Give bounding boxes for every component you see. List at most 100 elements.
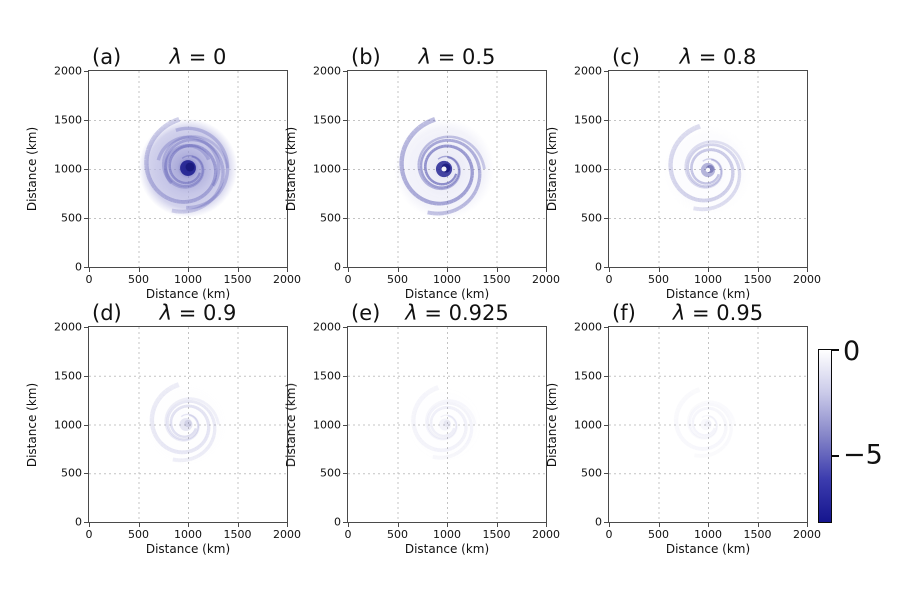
panel-d-letter: (d) [92, 301, 122, 325]
panel-a-plot-area: 0 500 1000 1500 2000 0 500 1000 1500 2000 [54, 65, 301, 287]
panel-e-plot-area: 0 500 1000 1500 2000 0 500 1000 1500 2000 [313, 321, 560, 542]
panel-b-plot-area: 0 500 1000 1500 2000 0 500 1000 1500 2000 [313, 65, 560, 287]
x-tick-mark [287, 268, 288, 272]
panel-c-x-axis-label: Distance (km) [665, 287, 751, 301]
colorbar-gradient [818, 349, 832, 523]
y-tick-mark [343, 327, 347, 328]
x-tick-mark [708, 523, 709, 527]
panel-c-spiral-field-canvas [609, 71, 807, 267]
panel-b-lambda-title: λ = 0.5 [418, 45, 496, 69]
panel-b-x-axis-label: Distance (km) [404, 287, 490, 301]
x-tick-label: 500 [387, 528, 408, 541]
panel-b: (b) λ = 0.5 0 500 1000 1500 2000 0 500 1000 1500… [284, 47, 560, 302]
panel-c: (c) λ = 0.8 0 500 1000 1500 2000 0 500 1000 1500… [545, 47, 821, 302]
y-tick-mark [343, 71, 347, 72]
y-tick-label: 2000 [313, 320, 341, 334]
x-tick-mark [348, 523, 349, 527]
y-tick-label: 1500 [313, 113, 341, 127]
panel-d-spiral-field-canvas [89, 327, 287, 522]
panel-e-title-row: (e) λ = 0.925 [347, 292, 547, 324]
x-tick-mark [188, 268, 189, 272]
x-tick-label: 500 [128, 273, 149, 286]
panel-f-y-axis-label: Distance (km) [545, 382, 559, 467]
panel-a-letter: (a) [92, 45, 122, 69]
y-tick-mark [604, 473, 608, 475]
x-tick-label: 0 [85, 273, 93, 286]
panel-d-x-axis-label: Distance (km) [145, 542, 231, 556]
x-tick-mark [609, 523, 610, 527]
y-tick-label: 0 [75, 260, 82, 274]
x-tick-label: 2000 [273, 528, 301, 541]
y-tick-label: 1500 [574, 369, 602, 383]
y-tick-label: 1500 [54, 369, 82, 383]
x-tick-label: 2000 [273, 273, 301, 286]
y-tick-label: 1000 [574, 162, 602, 176]
y-tick-mark [84, 218, 88, 219]
x-tick-mark [237, 268, 239, 272]
x-tick-label: 2000 [793, 273, 821, 286]
y-tick-label: 500 [320, 211, 341, 225]
x-tick-label: 1500 [223, 273, 252, 286]
panel-b-spiral-field-canvas [348, 71, 546, 267]
panel-c-y-axis-label: Distance (km) [545, 126, 559, 212]
panel-c-title-row: (c) λ = 0.8 [608, 36, 808, 68]
y-tick-mark [604, 327, 608, 328]
y-tick-mark [604, 375, 608, 377]
colorbar-tick-zero [832, 349, 839, 351]
y-tick-label: 1000 [313, 162, 341, 176]
colorbar-tick-minus5 [832, 455, 839, 458]
y-tick-mark [343, 267, 347, 268]
panel-c-lambda-title: λ = 0.8 [679, 45, 757, 69]
y-tick-label: 2000 [574, 64, 602, 78]
y-tick-label: 2000 [54, 320, 82, 334]
y-tick-mark [84, 327, 88, 328]
y-tick-label: 2000 [313, 64, 341, 78]
panel-f-x-axis-label: Distance (km) [665, 542, 751, 556]
x-tick-mark [609, 268, 610, 272]
panel-d-y-axis-label: Distance (km) [25, 382, 39, 467]
x-tick-label: 0 [344, 528, 352, 541]
x-tick-label: 1500 [223, 528, 252, 541]
y-tick-label: 0 [595, 260, 602, 274]
panel-f-letter: (f) [612, 301, 636, 325]
x-tick-label: 0 [344, 273, 352, 286]
panel-d: (d) λ = 0.9 0 500 1000 1500 2000 0 500 1000 1500… [25, 303, 301, 557]
x-tick-label: 1500 [743, 273, 772, 286]
x-tick-mark [138, 268, 140, 272]
y-tick-mark [604, 71, 608, 72]
x-tick-label: 2000 [793, 528, 821, 541]
x-tick-mark [138, 523, 140, 527]
y-tick-mark [84, 424, 88, 426]
panel-f-plot-area: 0 500 1000 1500 2000 0 500 1000 1500 2000 [574, 321, 821, 542]
y-tick-mark [604, 120, 608, 121]
y-tick-mark [343, 375, 347, 377]
x-tick-label: 1000 [694, 273, 722, 286]
panel-c-plot-area: 0 500 1000 1500 2000 0 500 1000 1500 2000 [574, 65, 821, 287]
y-tick-label: 500 [581, 211, 602, 225]
panel-a: (a) λ = 0 0 500 1000 1500 2000 0 500 1000 1500 20… [25, 47, 301, 302]
y-tick-label: 0 [334, 515, 341, 529]
panel-a-y-axis-label: Distance (km) [25, 126, 39, 212]
x-tick-label: 1500 [482, 273, 511, 286]
x-tick-mark [287, 523, 288, 527]
y-tick-label: 1000 [54, 162, 82, 176]
x-tick-mark [348, 268, 349, 272]
y-tick-label: 0 [595, 515, 602, 529]
y-tick-mark [84, 71, 88, 72]
x-tick-label: 1000 [174, 273, 202, 286]
x-tick-mark [807, 523, 808, 527]
panel-f-spiral-field-canvas [609, 327, 807, 522]
x-tick-label: 1000 [174, 528, 202, 541]
y-tick-mark [84, 522, 88, 523]
x-tick-mark [447, 268, 448, 272]
x-tick-label: 500 [128, 528, 149, 541]
y-tick-label: 500 [581, 466, 602, 480]
y-tick-mark [604, 522, 608, 523]
x-tick-mark [188, 523, 189, 527]
y-tick-label: 500 [61, 211, 82, 225]
x-tick-mark [807, 268, 808, 272]
panel-e-lambda-title: λ = 0.925 [405, 301, 509, 325]
y-tick-mark [343, 218, 347, 219]
y-tick-label: 0 [334, 260, 341, 274]
